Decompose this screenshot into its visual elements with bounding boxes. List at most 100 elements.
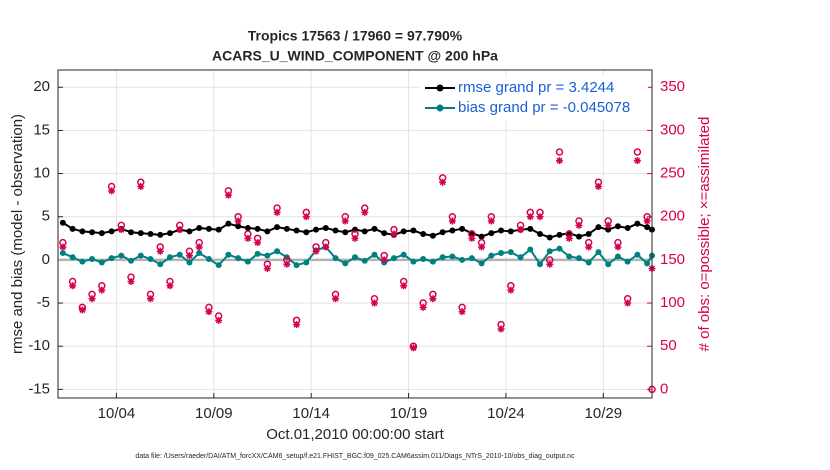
x-tick-label: 10/14: [292, 405, 330, 422]
point: [634, 251, 641, 258]
assimilated-marker: [215, 316, 223, 324]
point: [147, 256, 154, 263]
point: [157, 231, 164, 238]
point: [303, 259, 310, 266]
x-tick-label: 10/19: [390, 405, 428, 422]
point: [624, 258, 631, 265]
point: [244, 224, 251, 231]
assimilated-marker: [234, 217, 242, 225]
point: [98, 230, 105, 237]
point: [527, 246, 534, 253]
y-tick-label: -15: [28, 380, 50, 397]
assimilated-marker: [614, 243, 622, 251]
point: [205, 225, 212, 232]
point: [507, 228, 514, 235]
point: [614, 253, 621, 260]
assimilated-marker: [88, 295, 96, 303]
point: [381, 230, 388, 237]
y2-tick-label: 250: [660, 165, 685, 182]
y2-tick-label: 200: [660, 208, 685, 225]
assimilated-marker: [429, 295, 437, 303]
point: [69, 225, 76, 232]
assimilated-marker: [205, 308, 213, 316]
point: [400, 228, 407, 235]
point: [624, 224, 631, 231]
point: [342, 229, 349, 236]
assimilated-marker: [108, 187, 116, 195]
point: [254, 250, 261, 257]
assimilated-marker: [273, 208, 281, 216]
assimilated-marker: [351, 234, 359, 242]
y2-tick-label: 0: [660, 380, 668, 397]
point: [634, 220, 641, 227]
point: [517, 254, 524, 261]
possible-marker: [633, 148, 642, 156]
assimilated-marker: [565, 234, 573, 242]
point: [488, 230, 495, 237]
point: [254, 225, 261, 232]
point: [361, 257, 368, 264]
y2-tick-label: 100: [660, 294, 685, 311]
point: [614, 223, 621, 230]
point: [225, 220, 232, 227]
point: [332, 255, 339, 262]
y2-axis-label: # of obs: o=possible; ×=assimilated: [696, 117, 713, 352]
y2-tick-label: 150: [660, 251, 685, 268]
x-axis-label: Oct.01,2010 00:00:00 start: [266, 426, 444, 443]
point: [595, 249, 602, 256]
point: [575, 233, 582, 240]
assimilated-marker: [176, 226, 184, 234]
assimilated-marker: [468, 234, 476, 242]
point: [264, 252, 271, 259]
legend-label: rmse grand pr = 3.4244: [458, 79, 614, 96]
point: [147, 231, 154, 237]
point: [196, 249, 203, 256]
y-tick-label: 5: [42, 208, 50, 225]
point: [410, 227, 417, 234]
assimilated-marker: [555, 157, 563, 165]
assimilated-marker: [69, 282, 77, 290]
assimilated-marker: [322, 243, 330, 251]
assimilated-marker: [185, 252, 193, 260]
assimilated-marker: [293, 321, 301, 329]
point: [128, 229, 135, 236]
point: [556, 245, 563, 252]
point: [205, 256, 212, 263]
point: [89, 256, 96, 263]
point: [137, 252, 144, 259]
point: [79, 258, 86, 265]
point: [108, 228, 115, 235]
point: [644, 260, 651, 267]
point: [459, 256, 466, 263]
point: [429, 232, 436, 239]
assimilated-marker: [98, 286, 106, 294]
assimilated-marker: [263, 265, 271, 273]
assimilated-marker: [341, 217, 349, 225]
point: [537, 261, 544, 268]
x-tick-label: 10/24: [487, 405, 525, 422]
point: [137, 230, 144, 237]
x-tick-label: 10/04: [98, 405, 136, 422]
assimilated-marker: [302, 213, 310, 221]
point: [89, 229, 96, 236]
point: [575, 255, 582, 262]
assimilated-marker: [332, 295, 340, 303]
point: [128, 257, 135, 264]
point: [468, 255, 475, 262]
point: [371, 225, 378, 232]
point: [605, 261, 612, 268]
point: [459, 225, 466, 232]
point: [478, 260, 485, 267]
assimilated-marker: [400, 282, 408, 290]
assimilated-marker: [624, 299, 632, 307]
point: [235, 223, 242, 230]
assimilated-marker: [633, 157, 641, 165]
point: [235, 255, 242, 262]
point: [400, 251, 407, 258]
y-tick-label: -10: [28, 337, 50, 354]
assimilated-marker: [312, 247, 320, 255]
point: [274, 248, 281, 255]
y2-tick-label: 350: [660, 78, 685, 95]
assimilated-marker: [361, 208, 369, 216]
assimilated-marker: [254, 239, 262, 247]
